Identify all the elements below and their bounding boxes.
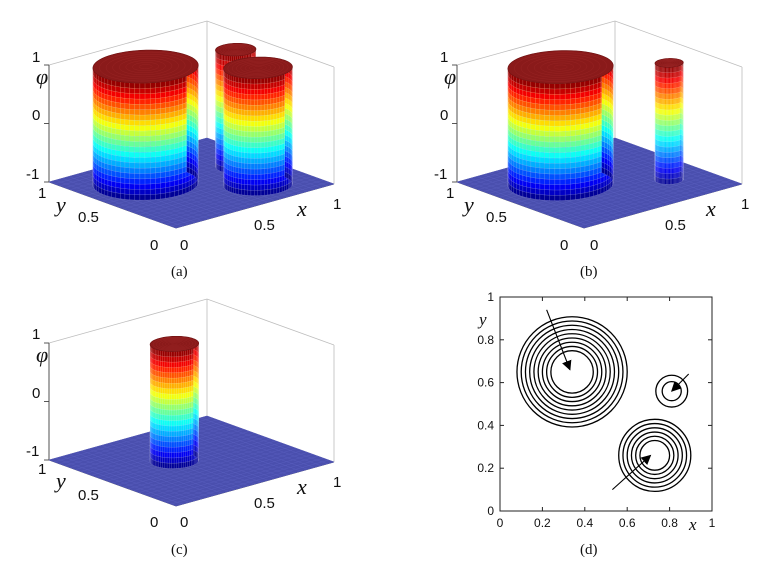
contour-line [520,320,624,424]
panel-c-xlabel: x [296,474,307,499]
panel-c-ztick-0: 0 [32,385,40,402]
panel-a-ylabel: y [54,192,66,217]
contour-line [550,350,594,394]
contour-line [618,418,692,493]
panel-d-xtick: 0.6 [619,516,636,530]
panel-b: 1 0 -1 φ 1 0.5 0 y 0 0.5 1 x (b) [434,20,749,280]
panel-a-ztick-neg1: -1 [26,166,39,183]
panel-b-xtick-0: 0 [590,237,598,254]
panel-b-caption: (b) [580,264,598,280]
panel-c-ztick-neg1: -1 [26,443,39,460]
panel-d-xtick: 0 [497,516,504,530]
panel-b-surface [456,50,743,229]
panel-c-ytick-05: 0.5 [78,487,99,504]
panel-d-ylabel: y [477,310,487,329]
contour-line [537,337,607,407]
panel-a-ytick-05: 0.5 [78,209,99,226]
panel-b-xtick-1: 1 [741,196,749,213]
panel-b-ytick-05: 0.5 [486,209,507,226]
panel-d-ytick: 0.6 [477,376,494,390]
drop-column [654,58,684,185]
panel-a-xlabel: x [296,196,307,221]
drop-column [149,335,200,469]
panel-c-xtick-1: 1 [333,474,341,491]
contour-line [524,324,620,420]
panel-b-xtick-05: 0.5 [665,217,686,234]
drop-column [223,56,293,196]
contour-line [630,431,679,480]
panel-d-xtick: 1 [709,516,716,530]
panel-b-ytick-1: 1 [446,185,454,202]
panel-d-ytick: 1 [487,290,494,304]
contour-line [655,374,689,408]
panel-a-xtick-0: 0 [180,237,188,254]
panel-b-ylabel: y [462,192,474,217]
contour-line [635,435,675,476]
panel-c: 1 0 -1 φ 1 0.5 0 y 0 0.5 1 x (c) [26,298,341,558]
panel-a-xtick-05: 0.5 [254,217,275,234]
panel-d-ytick: 0.2 [477,461,494,475]
drop-column [507,50,614,201]
contour-line [533,333,611,411]
contour-line [529,328,616,415]
panel-d-xtick: 0.2 [534,516,551,530]
panel-a-caption: (a) [171,264,188,280]
motion-arrow [671,373,690,392]
panel-b-xlabel: x [705,196,716,221]
panel-c-ytick-1: 1 [38,461,46,478]
panel-c-surface [48,335,335,507]
panel-d-xtick: 0.4 [576,516,593,530]
contour-line [516,316,628,428]
panel-c-ylabel: y [54,468,66,493]
motion-arrow [546,309,572,371]
motion-arrow [611,454,652,491]
panel-d-ytick: 0 [487,504,494,518]
contour-line [541,341,603,403]
panel-d-xlabel: x [688,515,697,534]
contour-line [545,345,599,398]
panel-d-xtick: 0.8 [661,516,678,530]
panel-b-ztick-0: 0 [440,107,448,124]
panel-c-xtick-05: 0.5 [254,495,275,512]
panel-c-ztick-1: 1 [32,326,40,343]
panel-b-zlabel: φ [444,64,456,89]
panel-a-ztick-1: 1 [32,49,40,66]
panel-b-ztick-neg1: -1 [434,166,447,183]
contour-line [639,439,671,471]
drop-column [92,49,199,201]
panel-a-ztick-0: 0 [32,107,40,124]
panel-d-plot: 00 0.2 0.2 0.4 0.4 0.6 0.6 0.8 0.8 1 1 [477,290,715,530]
panel-b-ztick-1: 1 [440,49,448,66]
panel-a-xtick-1: 1 [333,196,341,213]
panel-d-ytick: 0.4 [477,418,494,432]
panel-b-ytick-0: 0 [560,237,568,254]
panel-d: 00 0.2 0.2 0.4 0.4 0.6 0.6 0.8 0.8 1 1 y x (d) [477,290,716,558]
panel-c-zlabel: φ [36,342,48,367]
panel-c-xtick-0: 0 [180,514,188,531]
contour-line [622,422,688,488]
contour-line [626,427,683,484]
panel-a: 1 0 -1 φ 1 0.5 0 y 0 0.5 1 x (a) [26,20,341,280]
panel-a-surface [48,42,335,229]
panel-a-ytick-0: 0 [150,237,158,254]
panel-a-ytick-1: 1 [38,185,46,202]
panel-d-caption: (d) [580,542,598,558]
panel-d-ytick: 0.8 [477,333,494,347]
panel-c-caption: (c) [171,542,188,558]
panel-c-ytick-0: 0 [150,514,158,531]
panel-a-zlabel: φ [36,64,48,89]
